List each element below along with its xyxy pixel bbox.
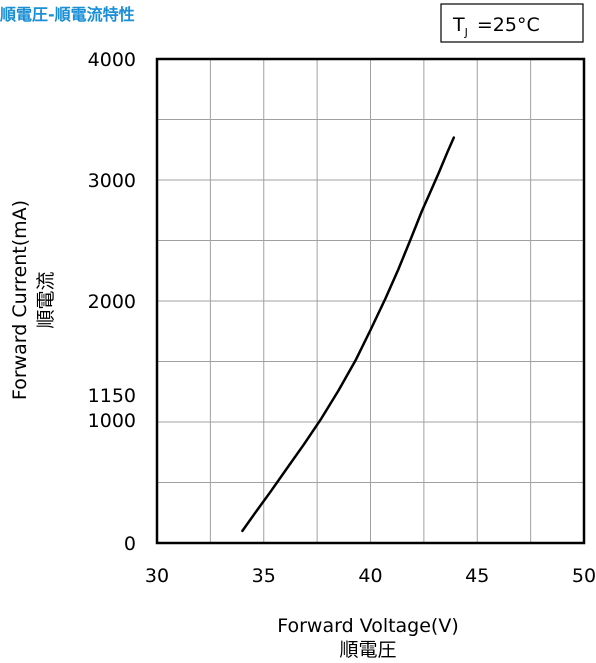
condition-subscript: J [464,26,468,39]
condition-box [440,3,584,43]
x-tick-label-4: 50 [572,565,596,587]
condition-text: TJ =25°C [452,14,540,39]
plot-frame [155,57,586,545]
y-axis-sublabel: 順電流 [35,271,57,328]
x-axis-sublabel: 順電圧 [339,639,396,661]
y-tick-label-4: 3000 [88,170,136,192]
x-tick-label-0: 30 [145,565,169,587]
series-line-0 [241,136,456,533]
y-axis-label: Forward Current(mA) [9,200,31,400]
condition-badge: TJ =25°C [440,3,584,43]
y-tick-label-2: 1150 [88,385,136,407]
x-tick-label-1: 35 [252,565,276,587]
series-layer [241,136,456,533]
x-tick-labels: 30 35 40 45 50 [145,565,596,587]
chart-title: 順電圧-順電流特性 [0,5,135,24]
condition-main: T [452,14,465,36]
condition-value: =25°C [477,14,540,36]
y-tick-label-5: 4000 [88,49,136,71]
y-tick-labels: 0 1000 1150 2000 3000 4000 [88,49,136,555]
y-tick-label-0: 0 [124,533,136,555]
y-tick-label-1: 1000 [88,410,136,432]
x-axis-label: Forward Voltage(V) [277,615,459,637]
grid [157,59,584,543]
y-tick-label-3: 2000 [88,291,136,313]
x-tick-label-2: 40 [358,565,382,587]
x-tick-label-3: 45 [465,565,489,587]
